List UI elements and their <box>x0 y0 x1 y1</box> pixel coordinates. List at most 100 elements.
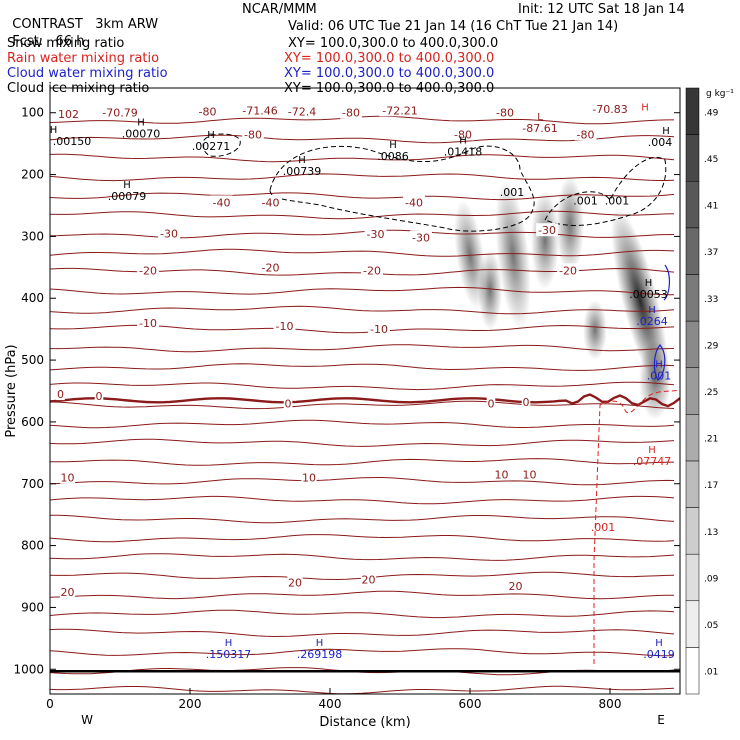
isotherm-label-bg <box>452 127 474 141</box>
isotherm-label: 20 <box>362 574 376 587</box>
isotherm-label: 20 <box>288 577 302 590</box>
isotherm-label: -80 <box>342 107 360 120</box>
isotherm-label-bg <box>59 584 76 598</box>
isotherm-line <box>50 286 675 296</box>
isotherm-line <box>50 628 675 638</box>
isotherm-label-bg <box>494 105 516 119</box>
extremum-value: .0264 <box>636 315 668 328</box>
extremum-marker: H <box>225 638 233 649</box>
isotherm-label: -80 <box>577 128 595 141</box>
isotherm-label: 10 <box>495 468 509 481</box>
extremum-marker: H <box>645 278 653 289</box>
contour-value-label: .001 <box>605 195 630 208</box>
isotherm-label-bg <box>284 104 320 118</box>
y-tick-label: 400 <box>21 291 44 305</box>
extremum-value: .07747 <box>633 455 672 468</box>
extremum-marker: H <box>137 118 145 129</box>
cloud-water-contour <box>653 344 666 381</box>
isotherm-label-bg <box>259 195 282 209</box>
isotherm-label: 20 <box>509 580 523 593</box>
isotherm-label: -30 <box>538 224 556 237</box>
header-fcst-value: 66 h <box>55 34 85 49</box>
isotherm-label-bg <box>137 315 159 329</box>
colorbar-box <box>685 367 700 415</box>
isotherm-label-bg <box>507 578 524 592</box>
extremum-value: .269198 <box>297 648 343 661</box>
colorbar-box <box>685 647 700 695</box>
y-tick-label: 1000 <box>13 662 44 676</box>
isotherm-label: 10 <box>61 472 75 485</box>
isotherm-line <box>50 495 675 505</box>
x-tick-label: 0 <box>46 697 54 711</box>
isotherm-label-bg <box>521 467 538 481</box>
contour-value-label: .001 <box>500 186 525 199</box>
colorbar-box <box>685 227 700 275</box>
extremum-marker: H <box>50 125 58 136</box>
extremum-marker: H <box>459 136 467 147</box>
x-tick-label: 400 <box>319 697 342 711</box>
isotherm-line <box>50 210 675 220</box>
isotherm-line <box>50 476 675 486</box>
cloud-ice-contour <box>544 156 667 226</box>
isotherm-label: -10 <box>139 317 157 330</box>
isotherm-label: -72.4 <box>288 105 316 118</box>
extremum-marker: L <box>537 112 543 123</box>
east-label: E <box>657 713 665 727</box>
isotherm-label: 0 <box>96 390 103 403</box>
isotherm-label-bg <box>574 127 597 141</box>
isotherm-label-bg <box>283 396 293 410</box>
x-tick-label: 200 <box>179 697 202 711</box>
extremum-marker: H <box>298 155 306 166</box>
isotherm-line <box>50 344 675 353</box>
field-xy-snow: XY= 100.0,300.0 to 400.0,300.0 <box>288 36 499 51</box>
extremum-marker: H <box>648 305 656 316</box>
header-fcst-label: Fcst: <box>12 34 44 49</box>
colorbar-box <box>685 134 700 182</box>
field-name-cloud-water: Cloud water mixing ratio <box>7 66 168 81</box>
colorbar-label: .01 <box>704 668 718 678</box>
y-axis-label: Pressure (hPa) <box>4 344 19 437</box>
isotherm-label: -40 <box>262 196 280 209</box>
colorbar-box <box>685 320 700 368</box>
colorbar-box <box>685 180 700 229</box>
isotherm-label-bg <box>364 226 387 240</box>
extremum-marker: H <box>123 180 131 191</box>
isotherm-label: -71.46 <box>242 104 277 117</box>
isotherm-label: 0 <box>488 397 495 410</box>
y-tick-label: 200 <box>21 168 44 182</box>
isotherm-label: -40 <box>405 196 423 209</box>
extremum-marker: H <box>207 130 215 141</box>
extremum-value: .00070 <box>122 128 161 141</box>
isotherm-label: -30 <box>160 227 178 240</box>
colorbar-label: .45 <box>704 155 718 165</box>
isotherm-line <box>50 173 675 182</box>
isotherm-label-bg <box>557 263 579 277</box>
isotherm-line <box>50 400 675 410</box>
west-label: W <box>81 713 93 727</box>
isotherm-label: -70.79 <box>102 107 137 120</box>
isotherm-label-bg <box>239 103 281 117</box>
colorbar-box <box>685 553 700 602</box>
cloud-ice-contour <box>269 145 535 232</box>
isotherm-label-bg <box>137 263 159 277</box>
field-xy-cloud-water: XY= 100.0,300.0 to 400.0,300.0 <box>284 66 495 81</box>
isotherm-line <box>50 192 675 201</box>
isotherm-label: 0 <box>523 396 530 409</box>
isotherm-label: -80 <box>244 128 262 141</box>
isotherm-label-bg <box>99 105 141 119</box>
colorbar-label: .09 <box>704 574 719 584</box>
rain-contour <box>593 389 680 664</box>
extremum-value: .0086 <box>377 150 409 163</box>
header-left-title: CONTRAST <box>12 17 83 32</box>
isotherm-label: -80 <box>199 105 217 118</box>
colorbar-label: .25 <box>704 388 718 398</box>
isotherm-label: -10 <box>276 320 294 333</box>
colorbar-label: .17 <box>704 481 718 491</box>
isotherm-label-bg <box>589 102 631 116</box>
isotherm-line <box>50 305 675 315</box>
isotherm-label-bg <box>301 470 317 484</box>
header-title: CONTRAST 3km ARW <box>4 2 158 32</box>
colorbar-box <box>685 507 700 555</box>
extremum-value: .00271 <box>192 140 231 153</box>
isotherm-label-bg <box>493 467 510 481</box>
